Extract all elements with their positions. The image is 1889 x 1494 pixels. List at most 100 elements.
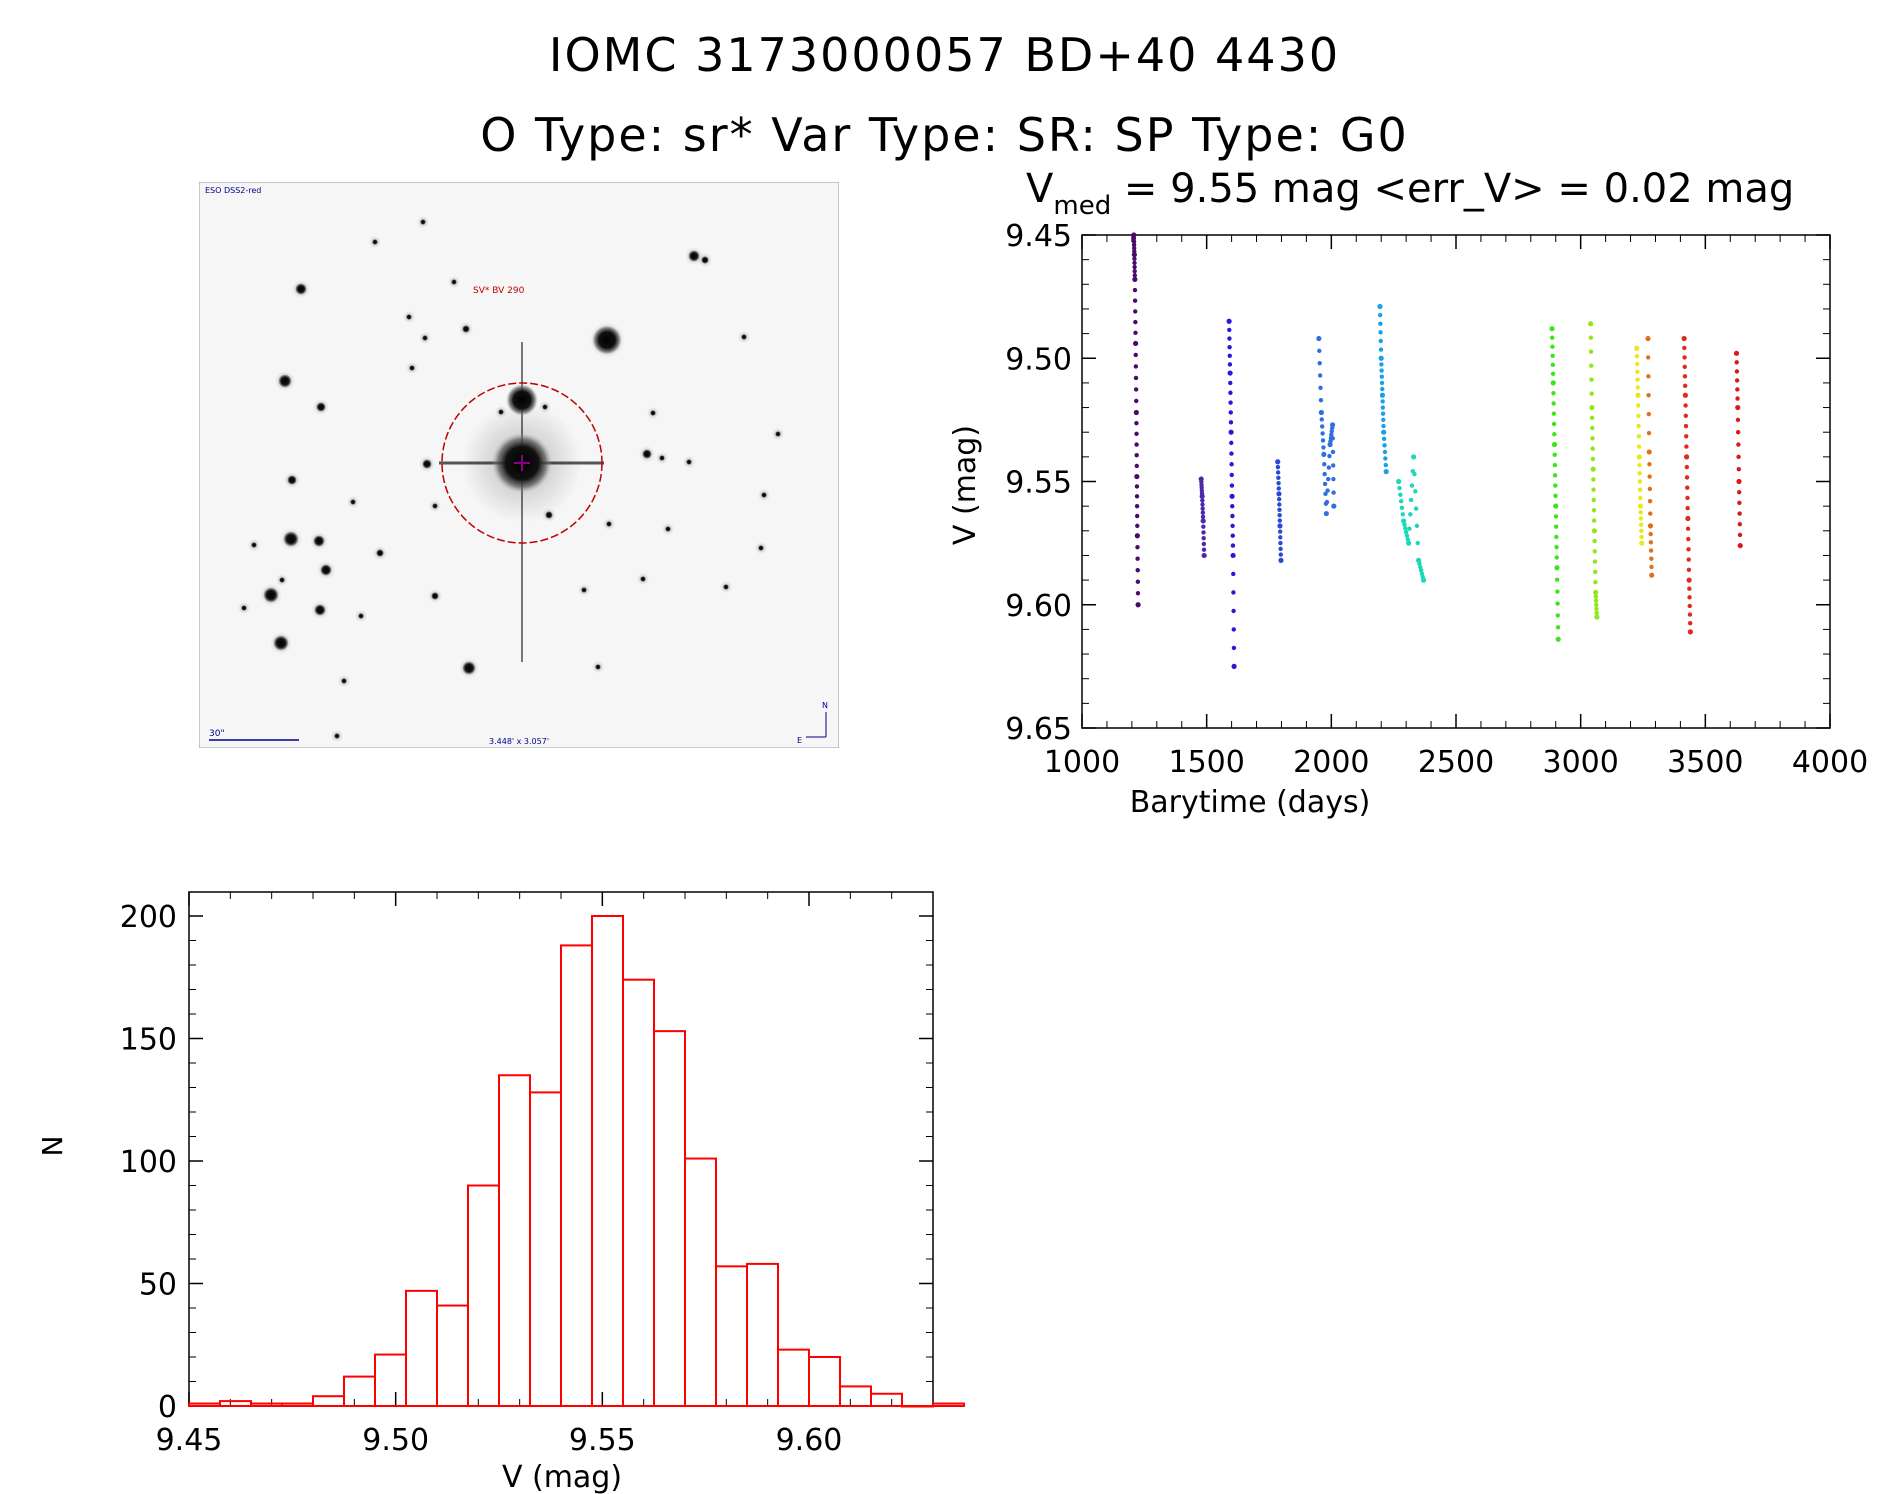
data-point [1227, 336, 1232, 341]
y-tick-label: 50 [139, 1268, 177, 1303]
data-point [1638, 510, 1643, 515]
data-point [1415, 540, 1420, 546]
data-point [1135, 579, 1141, 584]
star [350, 499, 356, 505]
star [406, 314, 412, 320]
data-point [1330, 436, 1335, 441]
light-curve-title: Vmed = 9.55 mag <err_V> = 0.02 mag [1026, 170, 1794, 221]
scale-label: 30" [209, 729, 225, 739]
data-point [1277, 518, 1283, 523]
chart-subtitle: O Type: sr* Var Type: SR: SP Type: G0 [480, 108, 1409, 162]
data-point [1414, 523, 1420, 529]
data-point [1591, 497, 1596, 503]
data-point [1276, 480, 1281, 486]
data-point [1380, 411, 1386, 416]
data-point [1228, 380, 1233, 386]
data-point [1230, 552, 1236, 559]
data-point [1278, 546, 1283, 552]
data-point [1231, 627, 1236, 632]
data-point [1419, 571, 1425, 576]
target-circle [441, 382, 603, 544]
data-point [1638, 495, 1643, 501]
data-point [1736, 478, 1742, 485]
data-point [1321, 451, 1327, 457]
histogram-bar [932, 1402, 965, 1407]
data-point [1134, 473, 1140, 480]
x-tick-label: 2000 [1293, 745, 1369, 780]
star [283, 531, 299, 547]
star [758, 545, 764, 551]
data-point [1230, 543, 1236, 548]
data-point [1403, 526, 1408, 531]
histogram-bar [498, 1074, 531, 1407]
data-point [1637, 479, 1643, 484]
data-point [1228, 390, 1233, 395]
data-point [1636, 434, 1642, 439]
x-tick-label: 9.45 [156, 1423, 223, 1458]
data-point [1327, 453, 1332, 459]
data-point [1230, 523, 1235, 529]
data-point [1737, 500, 1742, 506]
data-point [1554, 545, 1559, 550]
data-point [1201, 535, 1206, 541]
data-point [1686, 547, 1691, 552]
x-tick-label: 3000 [1542, 745, 1618, 780]
star [506, 384, 538, 416]
data-point [1406, 540, 1412, 546]
star [606, 521, 612, 527]
data-point [1554, 577, 1560, 582]
data-point [1589, 404, 1595, 411]
data-point [1381, 429, 1387, 435]
data-point [1199, 491, 1205, 496]
data-point [1550, 371, 1556, 377]
data-point [1378, 338, 1383, 344]
data-point [1593, 579, 1598, 585]
data-point [1135, 602, 1141, 608]
data-point [1201, 541, 1207, 547]
data-point [1555, 636, 1561, 642]
data-point [1200, 502, 1205, 507]
data-point [1589, 415, 1595, 421]
data-point [1553, 483, 1558, 488]
data-point [1682, 364, 1687, 370]
data-point [1648, 548, 1654, 553]
data-point [1320, 438, 1326, 443]
x-tick-label: 9.50 [362, 1423, 429, 1458]
data-point [1227, 362, 1233, 367]
y-tick-label: 200 [120, 900, 177, 935]
x-axis-label: Barytime (days) [1130, 785, 1371, 820]
data-point [1683, 413, 1689, 418]
data-point [1378, 355, 1384, 361]
data-point [1736, 454, 1741, 460]
histogram-bar [560, 944, 593, 1408]
data-point [1594, 614, 1600, 620]
data-point [1737, 522, 1743, 527]
data-point [1550, 353, 1555, 358]
data-point [1648, 540, 1654, 545]
star [650, 410, 656, 416]
star [273, 635, 289, 651]
data-point [1647, 486, 1653, 492]
data-point [1636, 423, 1641, 429]
data-point [1381, 417, 1386, 423]
data-point [1378, 330, 1383, 335]
data-point [1638, 522, 1644, 527]
data-point [1317, 360, 1322, 366]
data-point [1323, 510, 1329, 517]
data-point [1379, 380, 1385, 386]
star [462, 325, 470, 333]
histogram-bar [901, 1405, 934, 1408]
data-point [1226, 318, 1232, 324]
data-point [1551, 401, 1556, 406]
data-point [1379, 368, 1384, 373]
data-point [1323, 491, 1328, 497]
data-point [1411, 454, 1417, 460]
data-point [1735, 430, 1741, 435]
star [592, 325, 622, 355]
data-point [1231, 645, 1237, 651]
data-point [1277, 529, 1283, 534]
data-point [1379, 374, 1385, 379]
data-point [1594, 610, 1599, 616]
data-point [1417, 561, 1422, 566]
histogram-bar [622, 978, 655, 1407]
